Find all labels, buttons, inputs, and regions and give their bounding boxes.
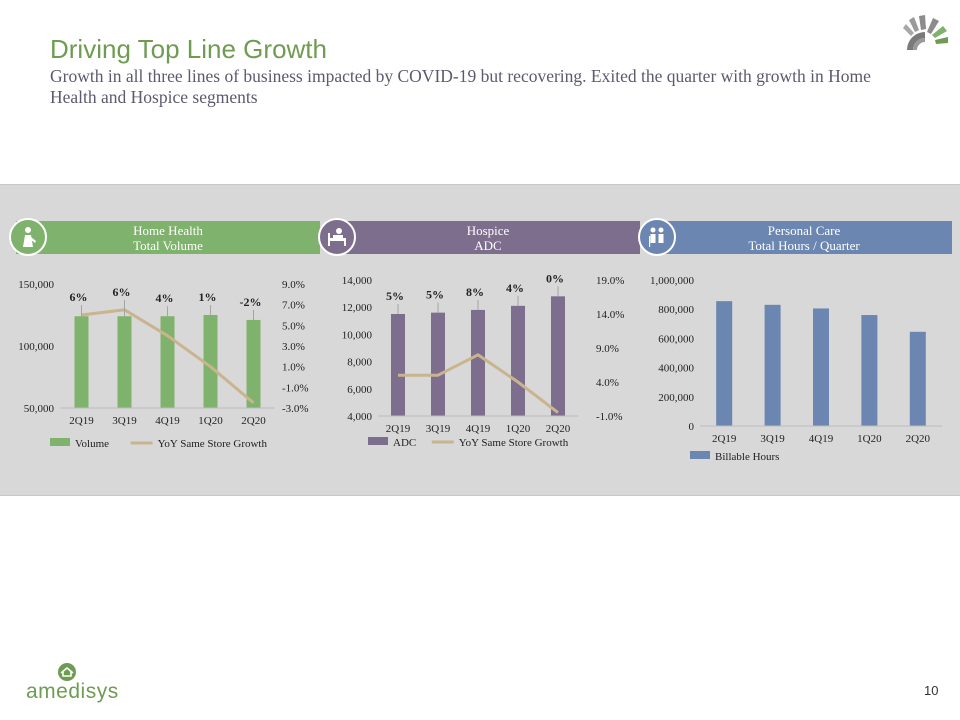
x-tick-label: 2Q19	[712, 433, 737, 445]
data-label: 5%	[426, 288, 444, 302]
bar	[431, 312, 445, 416]
bar	[511, 305, 525, 416]
y-tick-label: 14,000	[342, 275, 373, 287]
personal-care-header: Personal Care Total Hours / Quarter	[656, 221, 952, 254]
page-subtitle: Growth in all three lines of business im…	[50, 66, 871, 107]
data-label: 4%	[156, 291, 174, 305]
y-tick-label: 0	[689, 421, 695, 433]
bar	[861, 315, 878, 426]
legend-label: ADC	[393, 437, 416, 449]
patient-bed-icon	[318, 218, 356, 256]
y-tick-label: 600,000	[658, 333, 694, 345]
x-tick-label: 4Q19	[809, 433, 834, 445]
personal-care-header-line2: Total Hours / Quarter	[748, 237, 860, 253]
x-tick-label: 1Q20	[198, 415, 223, 427]
x-tick-label: 4Q19	[155, 415, 180, 427]
amedisys-mark-icon	[903, 15, 948, 50]
hospice-header-line1: Hospice	[466, 222, 510, 238]
hospice-header: Hospice ADC	[336, 221, 640, 254]
data-label: 1%	[199, 290, 217, 304]
amedisys-house-icon	[58, 663, 76, 681]
x-tick-label: 2Q19	[69, 415, 94, 427]
x-tick-label: 3Q19	[426, 423, 451, 435]
y2-tick-label: 4.0%	[596, 377, 619, 389]
legend-swatch-bar	[690, 451, 710, 459]
home-health-chart: 50,000 100,000 150,000 2Q19 3Q19 4Q19 1Q20 2Q20…	[18, 279, 309, 450]
y-tick-label: 12,000	[342, 302, 373, 314]
hospice-chart: 4,000 6,000 8,000 10,000 12,000 14,000 2Q19 3Q1…	[342, 271, 625, 449]
y-tick-label: 100,000	[18, 341, 54, 353]
bar	[117, 316, 132, 408]
elderly-couple-icon	[638, 218, 676, 256]
bar	[716, 301, 733, 426]
y2-tick-label: 5.0%	[282, 320, 305, 332]
personal-care-header-line1: Personal Care	[767, 222, 841, 238]
data-label: -2%	[240, 295, 262, 309]
x-tick-label: 4Q19	[466, 423, 491, 435]
x-tick-label: 3Q19	[760, 433, 785, 445]
y2-tick-label: 14.0%	[596, 309, 624, 321]
bar	[160, 316, 175, 408]
y-tick-label: 800,000	[658, 304, 694, 316]
y2-tick-label: -3.0%	[282, 403, 309, 415]
x-tick-label: 2Q19	[386, 423, 411, 435]
y-tick-label: 4,000	[347, 411, 372, 423]
y-tick-label: 150,000	[18, 279, 54, 291]
brand-name: amedisys	[26, 680, 119, 703]
bar	[203, 315, 218, 408]
bar	[909, 331, 926, 426]
caregiver-icon	[9, 218, 47, 256]
y2-tick-label: 19.0%	[596, 275, 624, 287]
y-tick-label: 200,000	[658, 392, 694, 404]
y-tick-label: 6,000	[347, 384, 372, 396]
x-tick-label: 1Q20	[857, 433, 882, 445]
x-tick-label: 1Q20	[506, 423, 531, 435]
bar	[391, 314, 405, 416]
bar	[813, 308, 829, 426]
bar	[551, 296, 565, 416]
legend-label: YoY Same Store Growth	[158, 438, 268, 450]
legend-swatch-bar	[50, 438, 70, 446]
y2-tick-label: -1.0%	[596, 411, 623, 423]
bar	[246, 319, 261, 408]
data-label: 6%	[113, 285, 131, 299]
home-health-header: Home Health Total Volume	[16, 221, 320, 254]
x-tick-label: 2Q20	[241, 415, 266, 427]
y2-tick-label: 9.0%	[596, 343, 619, 355]
bar	[764, 304, 781, 426]
data-label: 8%	[466, 285, 484, 299]
y-tick-label: 1,000,000	[650, 275, 695, 287]
x-tick-label: 2Q20	[546, 423, 571, 435]
y2-tick-label: 1.0%	[282, 362, 305, 374]
page-number: 10	[924, 683, 939, 698]
personal-care-chart: 0 200,000 400,000 600,000 800,000 1,000,000 2Q…	[650, 275, 942, 463]
bar	[74, 316, 89, 408]
growth-line	[398, 353, 559, 414]
data-label: 5%	[386, 289, 404, 303]
hospice-header-line2: ADC	[474, 237, 502, 253]
y-tick-label: 400,000	[658, 363, 694, 375]
data-label: 6%	[70, 290, 88, 304]
y2-tick-label: -1.0%	[282, 382, 309, 394]
legend-label: YoY Same Store Growth	[459, 437, 569, 449]
growth-line	[81, 308, 255, 404]
y-tick-label: 10,000	[342, 329, 373, 341]
y-tick-label: 8,000	[347, 357, 372, 369]
data-label: 0%	[546, 271, 564, 285]
home-health-header-line1: Home Health	[133, 222, 203, 238]
y-tick-label: 50,000	[24, 403, 55, 415]
home-health-header-line2: Total Volume	[133, 237, 203, 253]
page-title: Driving Top Line Growth	[50, 34, 327, 64]
legend-label: Volume	[75, 438, 109, 450]
legend-swatch-bar	[368, 437, 388, 445]
bar	[471, 309, 485, 416]
y2-tick-label: 9.0%	[282, 279, 305, 291]
data-label: 4%	[506, 281, 524, 295]
x-tick-label: 3Q19	[112, 415, 137, 427]
y2-tick-label: 3.0%	[282, 341, 305, 353]
x-tick-label: 2Q20	[906, 433, 931, 445]
y2-tick-label: 7.0%	[282, 300, 305, 312]
legend-label: Billable Hours	[715, 451, 779, 463]
